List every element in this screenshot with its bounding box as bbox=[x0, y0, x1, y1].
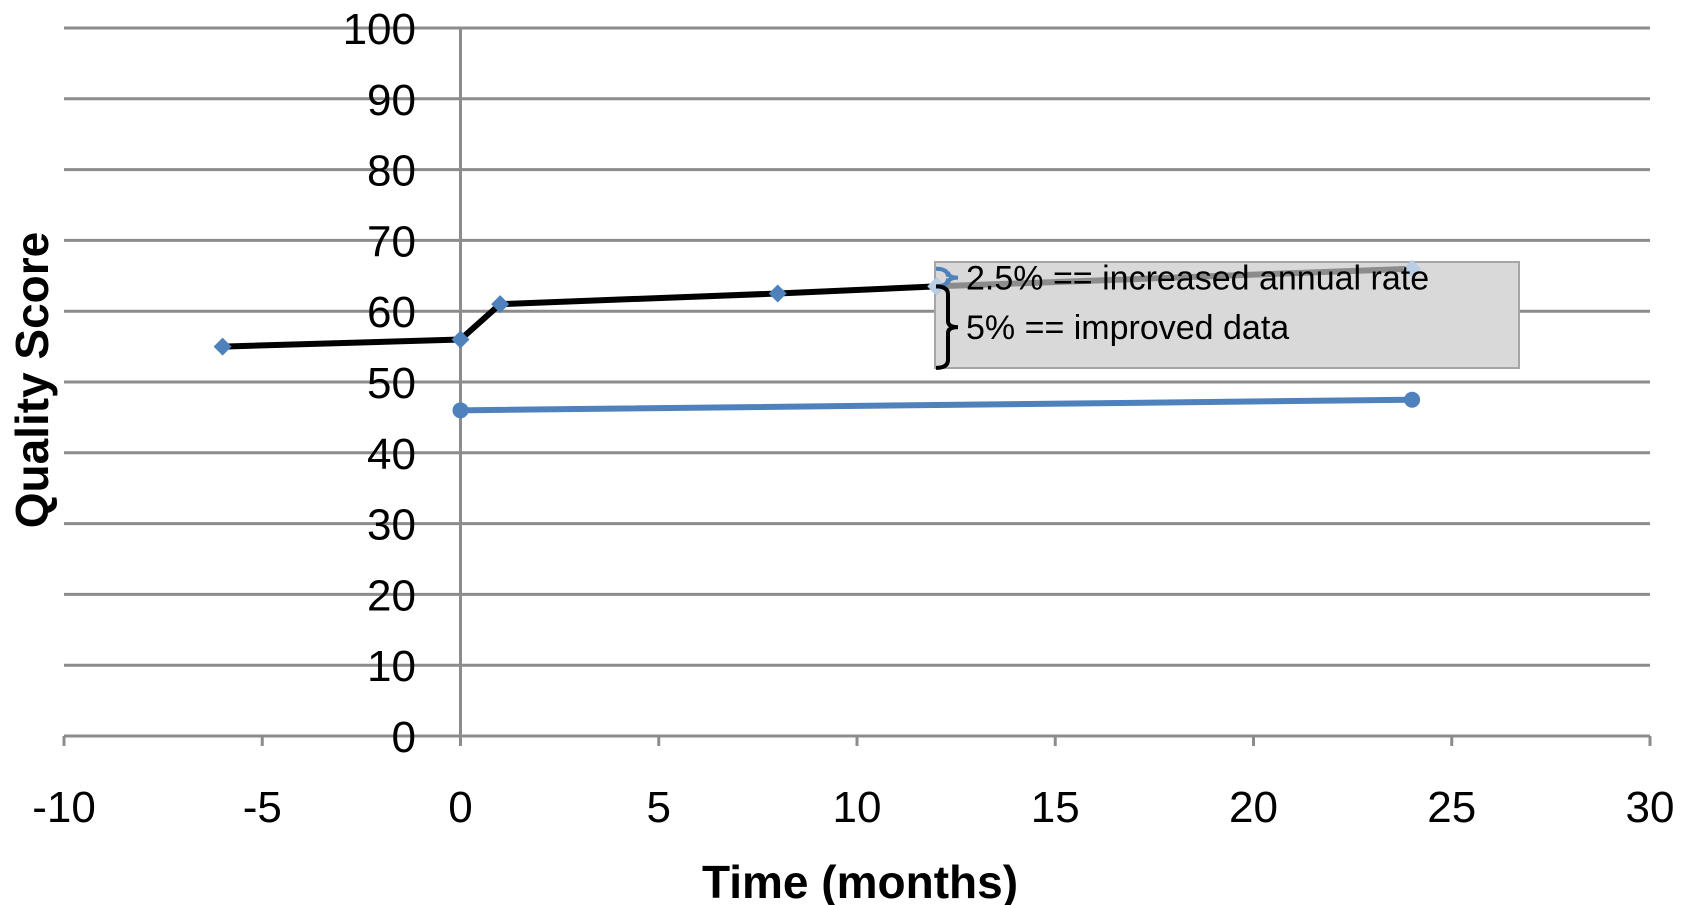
y-tick-label-60: 60 bbox=[367, 288, 416, 337]
x-tick-label-5: 5 bbox=[647, 783, 671, 832]
annotation-bracket-1 bbox=[935, 284, 959, 370]
annotation-label-0: 2.5% == increased annual rate bbox=[966, 260, 1429, 298]
y-tick-label-90: 90 bbox=[367, 76, 416, 125]
y-tick-label-10: 10 bbox=[367, 642, 416, 691]
series-0-point-2 bbox=[491, 295, 510, 314]
series-layer bbox=[213, 259, 1422, 419]
x-axis-title: Time (months) bbox=[702, 856, 1018, 905]
x-tick-label--10: -10 bbox=[32, 783, 96, 832]
y-tick-label-50: 50 bbox=[367, 359, 416, 408]
series-1-line bbox=[933, 265, 1416, 290]
y-tick-label-20: 20 bbox=[367, 571, 416, 620]
x-tick-label-20: 20 bbox=[1229, 783, 1278, 832]
series-0-point-0 bbox=[213, 337, 232, 356]
axes bbox=[62, 28, 1652, 746]
x-tick-label-0: 0 bbox=[448, 783, 472, 832]
x-tick-label-15: 15 bbox=[1031, 783, 1080, 832]
series-2-point-0 bbox=[452, 402, 469, 419]
annotation-bracket-0 bbox=[935, 266, 959, 289]
annotation-label-1: 5% == improved data bbox=[966, 309, 1289, 347]
series-0-point-1 bbox=[451, 330, 470, 349]
gridlines bbox=[64, 26, 1650, 738]
series-0-point-3 bbox=[768, 284, 787, 303]
y-tick-label-100: 100 bbox=[343, 5, 416, 54]
x-tick-label--5: -5 bbox=[243, 783, 282, 832]
series-0-line bbox=[219, 283, 940, 350]
annotation-box-layer bbox=[934, 261, 1520, 369]
series-2-point-1 bbox=[1404, 391, 1421, 408]
y-tick-label-70: 70 bbox=[367, 217, 416, 266]
series-2-line bbox=[457, 396, 1416, 414]
x-tick-label-25: 25 bbox=[1427, 783, 1476, 832]
tick-labels: 0 10 20 30 40 50 60 70 80 90 100 -10 -5 0 5 10 15 20 25 30 bbox=[32, 5, 1674, 832]
x-tick-label-30: 30 bbox=[1626, 783, 1675, 832]
y-tick-label-30: 30 bbox=[367, 501, 416, 550]
y-tick-label-0: 0 bbox=[392, 713, 416, 762]
series-1-point-1 bbox=[1403, 259, 1422, 278]
y-tick-label-40: 40 bbox=[367, 430, 416, 479]
y-tick-label-80: 80 bbox=[367, 147, 416, 196]
annotation-layer: 2.5% == increased annual rate 5% == impro… bbox=[935, 260, 1429, 370]
annotation-box bbox=[934, 261, 1520, 369]
x-tick-label-10: 10 bbox=[833, 783, 882, 832]
y-axis-title: Quality Score bbox=[6, 232, 58, 529]
